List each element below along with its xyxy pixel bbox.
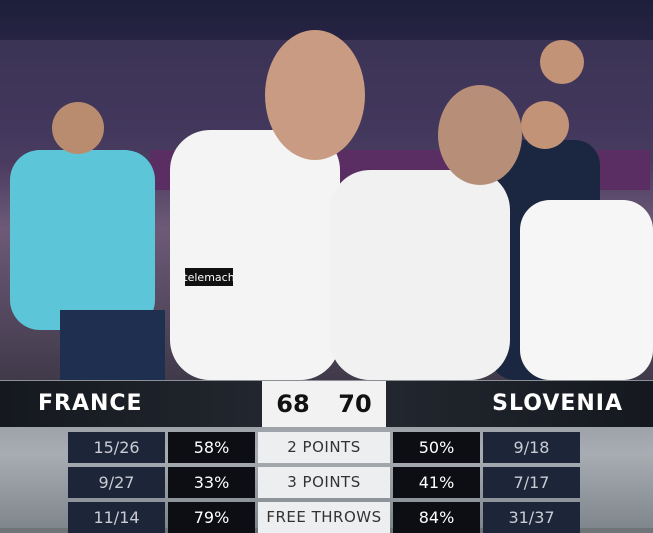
head [540, 40, 584, 84]
home-made: 9/27 [68, 467, 165, 498]
home-percent: 33% [168, 467, 255, 498]
away-percent: 50% [393, 432, 480, 463]
person-blue-shirt [10, 150, 155, 330]
home-team: FRANCE [38, 391, 143, 416]
head [52, 102, 104, 154]
stat-label: 3 POINTS [258, 467, 390, 498]
home-made: 15/26 [68, 432, 165, 463]
away-made: 9/18 [483, 432, 580, 463]
stat-label: FREE THROWS [258, 502, 390, 533]
person-white-shirt [170, 130, 340, 380]
scene-art: telemach [0, 30, 653, 380]
home-made: 11/14 [68, 502, 165, 533]
home-score: 68 [262, 381, 324, 427]
away-made: 31/37 [483, 502, 580, 533]
home-percent: 58% [168, 432, 255, 463]
away-team: SLOVENIA [492, 391, 623, 416]
head [265, 30, 365, 160]
away-percent: 41% [393, 467, 480, 498]
shirt-logo: telemach [183, 271, 234, 284]
away-made: 7/17 [483, 467, 580, 498]
shorts [60, 310, 165, 380]
away-score: 70 [324, 381, 386, 427]
home-percent: 79% [168, 502, 255, 533]
shirt-badge [185, 268, 233, 286]
stat-label: 2 POINTS [258, 432, 390, 463]
person-white-shirt [520, 200, 653, 380]
broadcast-scene: telemach [0, 0, 653, 380]
away-percent: 84% [393, 502, 480, 533]
person-white-shirt [330, 170, 510, 380]
head [521, 101, 569, 149]
head [438, 85, 522, 185]
